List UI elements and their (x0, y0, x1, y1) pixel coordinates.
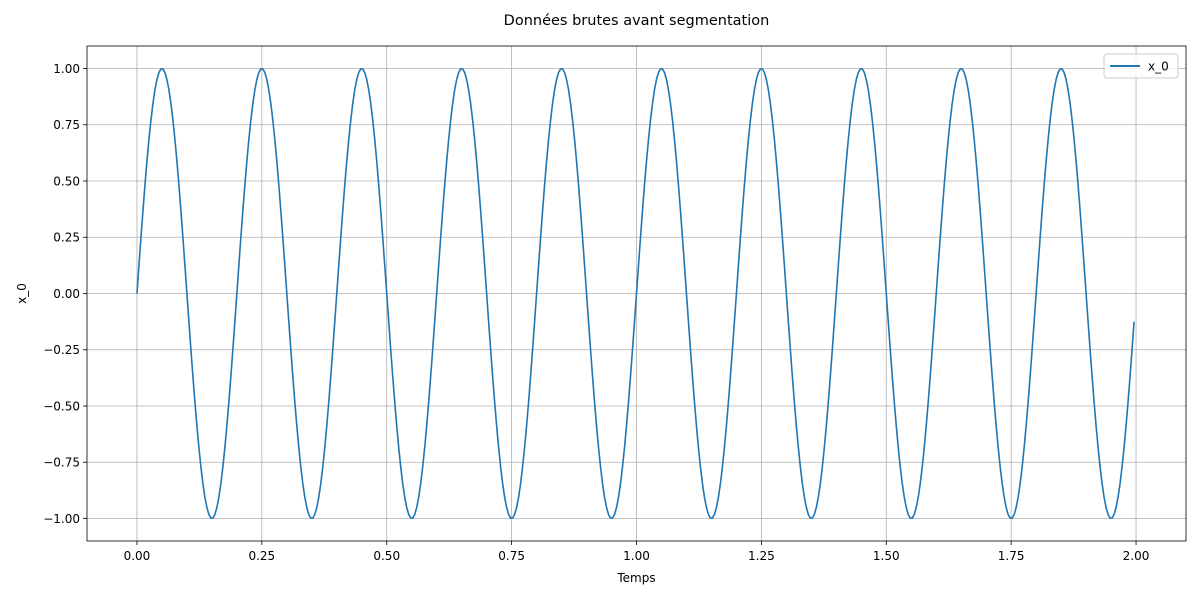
x-tick-label: 2.00 (1123, 549, 1150, 563)
x-tick-label: 0.50 (373, 549, 400, 563)
y-tick-label: 1.00 (53, 62, 80, 76)
y-tick-label: −0.25 (43, 343, 80, 357)
y-axis-ticks: −1.00 −0.75 −0.50 −0.25 0.00 0.25 0.50 0.75 1.00 (43, 62, 87, 526)
x-tick-label: 0.00 (124, 549, 151, 563)
y-axis-title: x_0 (15, 283, 29, 304)
x-tick-label: 1.00 (623, 549, 650, 563)
legend-label: x_0 (1148, 60, 1169, 74)
x-axis-title: Temps (616, 571, 655, 585)
plot-area (136, 68, 1135, 519)
legend-box (1103, 53, 1179, 79)
y-tick-label: 0.75 (53, 118, 80, 132)
legend: x_0 (1103, 53, 1179, 79)
series-line-x_0 (136, 68, 1135, 519)
chart-title: Données brutes avant segmentation (504, 13, 770, 29)
x-axis-ticks: 0.00 0.25 0.50 0.75 1.00 1.25 1.50 1.75 2.00 (124, 541, 1150, 563)
x-tick-label: 0.75 (498, 549, 525, 563)
y-tick-label: −0.50 (43, 399, 80, 413)
y-tick-label: −0.75 (43, 456, 80, 470)
y-tick-label: −1.00 (43, 512, 80, 526)
x-tick-label: 1.50 (873, 549, 900, 563)
y-tick-label: 0.25 (53, 231, 80, 245)
x-tick-label: 0.25 (248, 549, 275, 563)
x-tick-label: 1.25 (748, 549, 775, 563)
y-tick-label: 0.50 (53, 174, 80, 188)
y-tick-label: 0.00 (53, 287, 80, 301)
x-tick-label: 1.75 (998, 549, 1025, 563)
